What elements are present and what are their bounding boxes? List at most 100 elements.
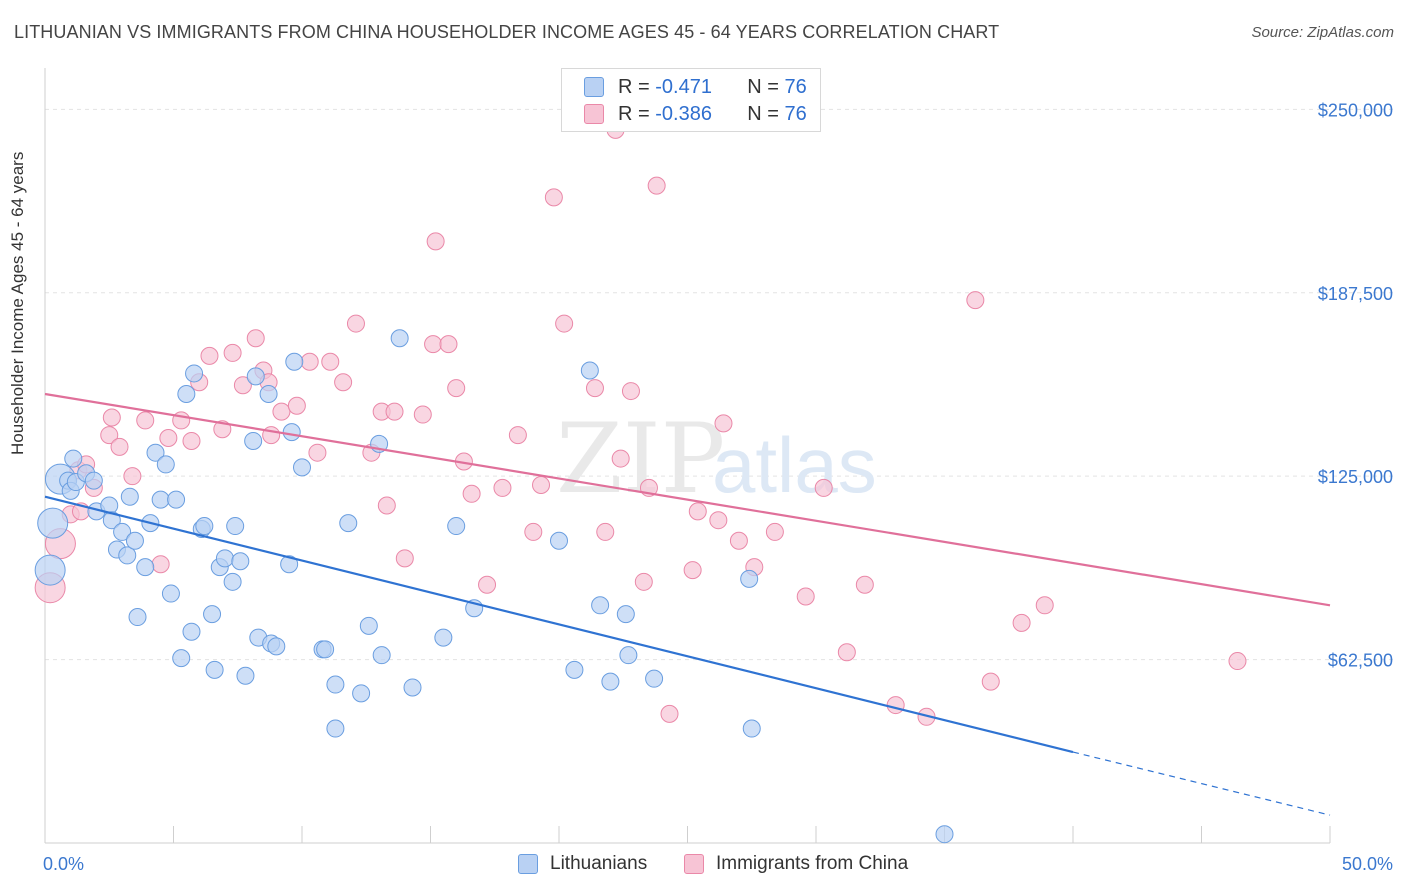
point-china [532, 475, 551, 494]
legend-r-value: -0.386 [655, 102, 712, 125]
point-china [729, 531, 748, 550]
point-lithuanian [591, 596, 610, 615]
point-china [508, 426, 527, 445]
series-lithuanians [34, 329, 954, 844]
point-china [377, 496, 396, 515]
point-lithuanian [223, 572, 242, 591]
point-lithuanian [203, 605, 222, 624]
y-axis-label: Householder Income Ages 45 - 64 years [8, 151, 27, 455]
point-china [647, 176, 666, 195]
point-china [1228, 652, 1247, 671]
point-china [246, 329, 265, 348]
legend-row-china: R = -0.386 N = 76 [584, 101, 807, 127]
point-lithuanian [339, 514, 358, 533]
point-lithuanian [37, 507, 69, 539]
point-lithuanian [205, 660, 224, 679]
legend-n-label: N = [747, 75, 779, 98]
point-china [100, 426, 119, 445]
point-china [182, 431, 201, 450]
point-china [683, 561, 702, 580]
point-lithuanian [182, 622, 201, 641]
point-china [714, 414, 733, 433]
series-immigrants-from-china [34, 120, 1247, 726]
point-lithuanian [259, 385, 278, 404]
point-china [300, 352, 319, 371]
point-lithuanian [244, 431, 263, 450]
point-china [966, 291, 985, 310]
point-lithuanian [645, 669, 664, 688]
point-china [886, 696, 905, 715]
point-lithuanian [226, 517, 245, 536]
point-lithuanian [185, 364, 204, 383]
point-china [709, 511, 728, 530]
point-china [287, 396, 306, 415]
point-lithuanian [172, 649, 191, 668]
point-lithuanian [326, 675, 345, 694]
point-lithuanian [267, 637, 286, 656]
point-china [346, 314, 365, 333]
x-tick-label-max: 50.0% [1342, 854, 1393, 874]
trend-lines [44, 392, 1331, 816]
legend-r-value: -0.471 [655, 75, 712, 98]
point-lithuanian [326, 719, 345, 738]
point-lithuanian [236, 666, 255, 685]
point-lithuanian [580, 361, 599, 380]
point-china [136, 411, 155, 430]
point-china [596, 522, 615, 541]
legend-n-value: 76 [784, 102, 807, 125]
point-china [439, 335, 458, 354]
watermark-atlas: atlas [712, 421, 877, 509]
x-tick-labels: 0.0% 50.0% [43, 854, 1393, 874]
point-lithuanian [102, 511, 121, 530]
point-lithuanian [64, 449, 83, 468]
point-lithuanian [118, 546, 137, 565]
point-lithuanian [601, 672, 620, 691]
y-tick-label: $187,500 [1318, 284, 1393, 304]
bottom-legend-swatch-blue [518, 854, 538, 874]
legend-row-lithuanians: R = -0.471 N = 76 [584, 74, 807, 100]
point-lithuanian [372, 646, 391, 665]
legend-r-label: R = [618, 102, 650, 125]
source-credit: Source: ZipAtlas.com [1251, 24, 1394, 41]
point-lithuanian [740, 569, 759, 588]
point-china [981, 672, 1000, 691]
point-lithuanian [280, 555, 299, 574]
point-china [837, 643, 856, 662]
point-china [424, 335, 443, 354]
point-lithuanian [282, 423, 301, 442]
bottom-legend-label: Lithuanians [550, 853, 648, 874]
y-tick-labels: $62,500 $125,000 $187,500 $250,000 [1318, 100, 1393, 670]
point-china [544, 188, 563, 207]
point-lithuanian [447, 517, 466, 536]
point-china [478, 575, 497, 594]
y-tick-label: $250,000 [1318, 100, 1393, 120]
point-china [855, 575, 874, 594]
point-lithuanian [128, 608, 147, 627]
point-china [524, 522, 543, 541]
point-china [493, 478, 512, 497]
point-china [660, 704, 679, 723]
point-china [223, 343, 242, 362]
point-china [385, 402, 404, 421]
point-lithuanian [390, 329, 409, 348]
point-china [123, 467, 142, 486]
legend-swatch-blue [584, 77, 604, 97]
point-china [233, 376, 252, 395]
point-china [110, 437, 129, 456]
chart-title: LITHUANIAN VS IMMIGRANTS FROM CHINA HOUS… [14, 22, 1000, 42]
point-lithuanian [352, 684, 371, 703]
point-lithuanian [293, 458, 311, 477]
point-china [151, 555, 170, 574]
legend-n-label: N = [747, 102, 779, 125]
bottom-legend-lithuanians: Lithuanians [518, 852, 647, 876]
point-china [688, 502, 707, 521]
point-lithuanian [113, 522, 132, 541]
point-china [796, 587, 815, 606]
point-lithuanian [316, 640, 335, 659]
point-china [634, 572, 653, 591]
point-lithuanian [403, 678, 422, 697]
point-lithuanian [616, 605, 635, 624]
point-china [1035, 596, 1054, 615]
point-china [462, 484, 481, 503]
point-lithuanian [156, 455, 175, 474]
